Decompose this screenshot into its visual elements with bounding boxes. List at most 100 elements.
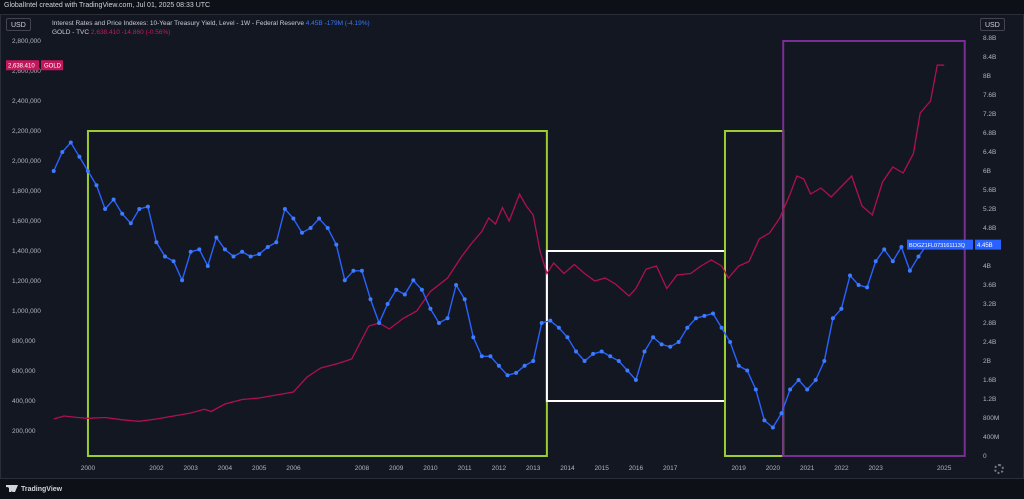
rates-data-point[interactable] [428, 306, 433, 311]
rates-data-point[interactable] [385, 302, 390, 306]
rates-data-point[interactable] [368, 297, 373, 302]
rates-data-point[interactable] [625, 368, 630, 373]
rates-data-point[interactable] [916, 254, 921, 259]
rates-data-point[interactable] [582, 359, 587, 363]
rates-data-point[interactable] [231, 254, 236, 259]
rates-data-point[interactable] [240, 249, 245, 254]
rates-data-point[interactable] [85, 169, 90, 173]
rates-data-point[interactable] [514, 370, 519, 375]
rates-data-point[interactable] [762, 418, 767, 423]
rates-data-point[interactable] [659, 342, 664, 347]
rates-data-point[interactable] [334, 242, 339, 247]
rates-data-point[interactable] [719, 325, 724, 330]
rates-data-point[interactable] [890, 259, 895, 264]
rates-data-point[interactable] [291, 216, 296, 221]
rates-data-point[interactable] [300, 230, 304, 235]
rates-data-point[interactable] [60, 150, 65, 154]
rates-data-point[interactable] [907, 268, 912, 273]
rates-data-point[interactable] [882, 247, 887, 252]
rates-data-point[interactable] [736, 363, 741, 368]
rates-data-point[interactable] [342, 278, 347, 283]
rates-data-point[interactable] [556, 325, 561, 330]
rates-data-point[interactable] [188, 249, 193, 254]
rates-data-point[interactable] [111, 197, 116, 202]
rates-data-point[interactable] [145, 204, 150, 209]
rates-data-point[interactable] [531, 359, 536, 363]
rates-data-point[interactable] [103, 207, 108, 211]
rates-data-point[interactable] [565, 335, 570, 340]
rates-data-point[interactable] [205, 264, 210, 268]
rates-data-point[interactable] [488, 354, 493, 359]
rates-data-point[interactable] [728, 340, 733, 344]
rates-data-point[interactable] [214, 235, 219, 240]
rates-data-point[interactable] [599, 349, 604, 354]
rates-data-point[interactable] [325, 226, 330, 230]
rates-data-point[interactable] [693, 316, 698, 321]
rates-data-point[interactable] [445, 316, 450, 321]
rates-data-point[interactable] [548, 318, 553, 323]
rates-data-point[interactable] [377, 321, 382, 325]
rates-data-point[interactable] [282, 207, 287, 211]
rates-data-point[interactable] [651, 335, 656, 340]
rates-data-point[interactable] [94, 183, 99, 188]
series-line-gold[interactable] [53, 64, 945, 422]
rates-data-point[interactable] [411, 278, 416, 283]
rates-data-point[interactable] [180, 278, 185, 283]
left-currency-button[interactable]: USD [6, 18, 31, 31]
rates-data-point[interactable] [163, 254, 167, 259]
rates-data-point[interactable] [522, 363, 527, 368]
rates-data-point[interactable] [702, 313, 707, 318]
rates-data-point[interactable] [471, 335, 476, 340]
rates-data-point[interactable] [351, 268, 356, 273]
rates-data-point[interactable] [308, 226, 313, 230]
rates-data-point[interactable] [248, 254, 253, 259]
rates-data-point[interactable] [137, 207, 142, 211]
rates-data-point[interactable] [274, 240, 279, 245]
rates-data-point[interactable] [779, 411, 784, 416]
legend-rates[interactable]: Interest Rates and Price Indexes: 10-Yea… [52, 20, 370, 29]
rates-data-point[interactable] [899, 245, 904, 249]
rates-data-point[interactable] [496, 363, 501, 368]
rates-data-point[interactable] [633, 378, 638, 382]
rates-data-point[interactable] [128, 221, 133, 226]
rates-data-point[interactable] [805, 387, 810, 392]
rates-data-point[interactable] [608, 354, 613, 359]
rates-data-point[interactable] [770, 425, 775, 430]
rates-data-point[interactable] [685, 325, 690, 330]
rates-data-point[interactable] [359, 268, 364, 273]
rates-data-point[interactable] [454, 283, 459, 287]
rates-data-point[interactable] [68, 140, 73, 145]
rates-data-point[interactable] [120, 211, 125, 216]
rates-data-point[interactable] [479, 354, 484, 359]
rates-data-point[interactable] [788, 387, 793, 392]
rates-data-point[interactable] [591, 351, 596, 356]
rates-data-point[interactable] [437, 321, 441, 325]
rates-data-point[interactable] [745, 368, 750, 373]
rates-data-point[interactable] [462, 297, 467, 302]
rates-data-point[interactable] [642, 349, 647, 354]
rates-data-point[interactable] [711, 311, 715, 316]
rates-data-point[interactable] [856, 283, 861, 287]
rates-data-point[interactable] [796, 378, 801, 382]
rates-data-point[interactable] [402, 292, 407, 297]
rates-data-point[interactable] [171, 259, 176, 264]
legend-gold[interactable]: GOLD - TVC 2,638.410 -14.860 (-0.56%) [52, 29, 370, 38]
rates-data-point[interactable] [822, 359, 827, 363]
rates-data-point[interactable] [197, 247, 202, 252]
rates-data-point[interactable] [668, 344, 673, 349]
rates-data-point[interactable] [676, 340, 681, 344]
rates-data-point[interactable] [753, 387, 758, 392]
rates-data-point[interactable] [505, 373, 510, 378]
rates-data-point[interactable] [419, 287, 424, 292]
rates-data-point[interactable] [848, 273, 852, 278]
rates-data-point[interactable] [830, 316, 835, 321]
rates-data-point[interactable] [616, 359, 621, 363]
gear-icon[interactable] [994, 464, 1004, 474]
rates-data-point[interactable] [839, 306, 844, 311]
rates-data-point[interactable] [539, 321, 544, 325]
rates-data-point[interactable] [51, 169, 56, 173]
tradingview-logo[interactable]: TradingView [6, 485, 62, 493]
rates-data-point[interactable] [394, 287, 399, 292]
rates-data-point[interactable] [317, 216, 322, 221]
